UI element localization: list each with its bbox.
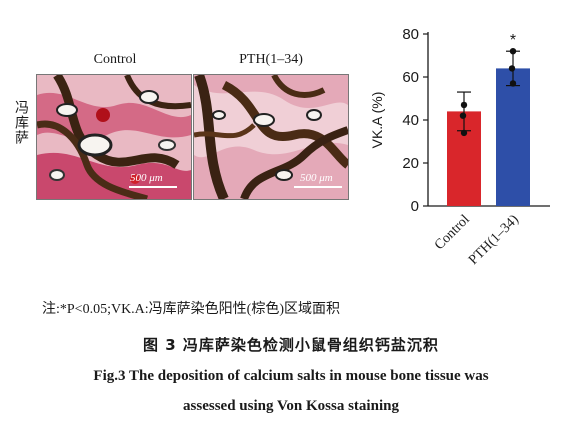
bar-pth	[496, 68, 530, 207]
y-tick-label: 0	[411, 198, 419, 215]
caption-english-line1: Fig.3 The deposition of calcium salts in…	[93, 368, 489, 384]
caption-chinese: 图 3 冯库萨染色检测小鼠骨组织钙盐沉积	[143, 336, 439, 354]
data-point	[459, 112, 467, 119]
figure-note: 注:*P<0.05;VK.A:冯库萨染色阳性(棕色)区域面积	[42, 302, 341, 317]
data-point	[460, 129, 468, 137]
row-label: 冯库萨	[13, 100, 28, 145]
y-tick-label: 80	[402, 26, 419, 43]
control-scale-bar-label: 500 μm	[130, 172, 163, 184]
y-tick-label: 60	[402, 69, 419, 86]
pth-scale-bar-label: 500 μm	[300, 172, 333, 184]
caption-english-line2: assessed using Von Kossa staining	[183, 398, 399, 414]
pth-panel-title: PTH(1–34)	[239, 52, 303, 67]
data-point	[508, 65, 516, 72]
y-tick-label: 40	[402, 112, 419, 129]
y-axis-label: VK.A (%)	[369, 92, 385, 149]
pth-micrograph	[193, 74, 349, 200]
x-tick-label-pth: PTH(1–34)	[466, 212, 522, 268]
control-micrograph	[36, 74, 192, 200]
data-point	[460, 101, 468, 109]
data-point	[509, 48, 517, 55]
data-point	[509, 80, 517, 87]
significance-marker: *	[510, 32, 516, 49]
x-tick-label-control: Control	[432, 212, 473, 253]
y-tick-label: 20	[402, 155, 419, 172]
control-panel-title: Control	[93, 52, 137, 67]
